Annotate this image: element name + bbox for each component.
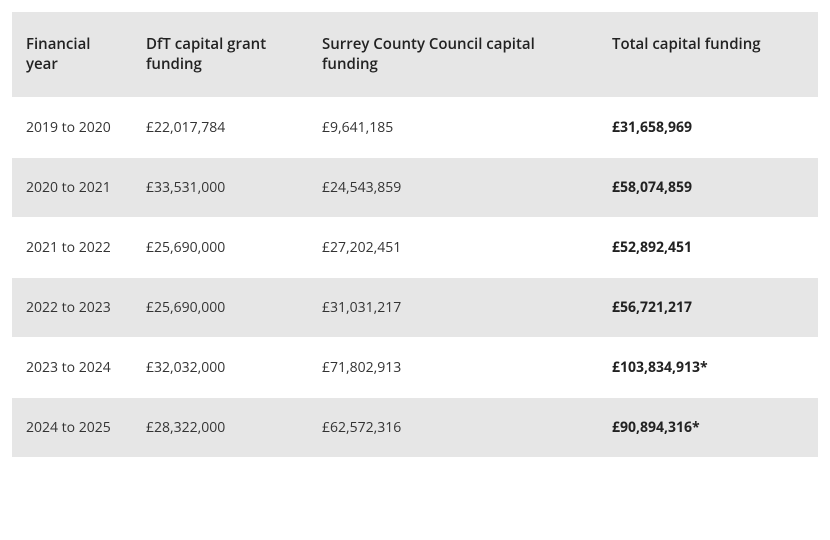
cell-scc: £31,031,217 [308,277,598,337]
col-header-total: Total capital funding [598,12,818,97]
cell-scc: £9,641,185 [308,97,598,157]
col-header-scc: Surrey County Council capital funding [308,12,598,97]
table-row: 2020 to 2021 £33,531,000 £24,543,859 £58… [12,157,818,217]
cell-year: 2020 to 2021 [12,157,132,217]
cell-year: 2022 to 2023 [12,277,132,337]
cell-dft: £25,690,000 [132,277,308,337]
cell-year: 2024 to 2025 [12,397,132,457]
cell-total: £90,894,316* [598,397,818,457]
cell-dft: £25,690,000 [132,217,308,277]
col-header-dft: DfT capital grant funding [132,12,308,97]
funding-table: Financial year DfT capital grant funding… [12,12,818,458]
cell-total: £103,834,913* [598,337,818,397]
cell-year: 2021 to 2022 [12,217,132,277]
cell-year: 2019 to 2020 [12,97,132,157]
cell-dft: £22,017,784 [132,97,308,157]
table-row: 2023 to 2024 £32,032,000 £71,802,913 £10… [12,337,818,397]
table-row: 2024 to 2025 £28,322,000 £62,572,316 £90… [12,397,818,457]
cell-scc: £62,572,316 [308,397,598,457]
cell-year: 2023 to 2024 [12,337,132,397]
table-row: 2019 to 2020 £22,017,784 £9,641,185 £31,… [12,97,818,157]
cell-dft: £28,322,000 [132,397,308,457]
funding-table-container: Financial year DfT capital grant funding… [12,12,818,458]
table-row: 2022 to 2023 £25,690,000 £31,031,217 £56… [12,277,818,337]
col-header-financial-year: Financial year [12,12,132,97]
table-header-row: Financial year DfT capital grant funding… [12,12,818,97]
cell-total: £31,658,969 [598,97,818,157]
cell-dft: £32,032,000 [132,337,308,397]
cell-scc: £71,802,913 [308,337,598,397]
cell-total: £58,074,859 [598,157,818,217]
cell-scc: £24,543,859 [308,157,598,217]
cell-scc: £27,202,451 [308,217,598,277]
cell-total: £56,721,217 [598,277,818,337]
table-row: 2021 to 2022 £25,690,000 £27,202,451 £52… [12,217,818,277]
cell-total: £52,892,451 [598,217,818,277]
cell-dft: £33,531,000 [132,157,308,217]
